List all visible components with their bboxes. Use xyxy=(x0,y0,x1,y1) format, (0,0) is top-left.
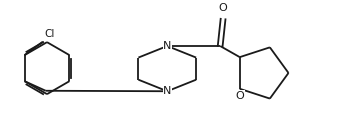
Text: N: N xyxy=(163,41,172,51)
Text: O: O xyxy=(219,3,228,13)
Text: N: N xyxy=(163,86,172,96)
Text: O: O xyxy=(235,91,244,101)
Text: Cl: Cl xyxy=(45,29,55,39)
